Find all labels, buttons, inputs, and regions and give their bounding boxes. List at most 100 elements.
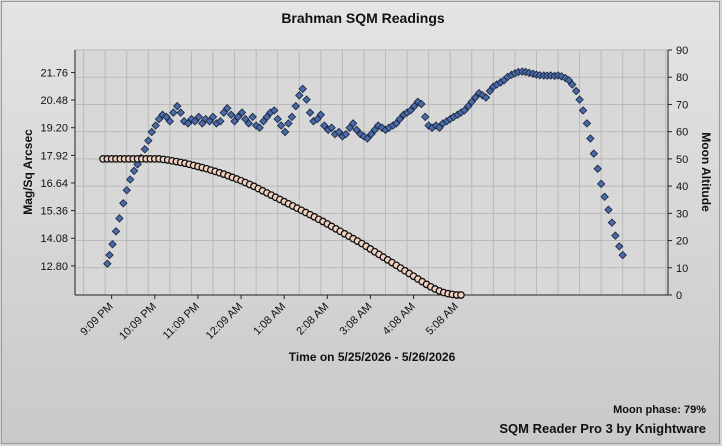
y2-tick-label: 0 [676, 290, 682, 302]
sqm-reading-point [125, 175, 135, 184]
y-tick-label: 19.20 [40, 123, 68, 135]
sqm-reading-point [586, 134, 595, 143]
sqm-reading-point [108, 240, 117, 249]
sqm-reading-point [237, 108, 247, 117]
y-tick-label: 16.64 [40, 178, 68, 190]
x-tick-label: 10:09 PM [117, 301, 159, 343]
sqm-reading-point [341, 129, 351, 139]
y2-tick-label: 20 [676, 236, 688, 248]
sqm-reading-point [320, 121, 329, 130]
sqm-reading-point [305, 108, 315, 117]
sqm-reading-point [255, 123, 264, 132]
y2-tick-label: 90 [676, 45, 688, 57]
sqm-reading-point [298, 84, 307, 94]
sqm-reading-point [460, 106, 469, 115]
sqm-reading-point [327, 123, 336, 132]
sqm-reading-point [119, 199, 128, 208]
sqm-reading-point [190, 116, 200, 126]
sqm-reading-point [593, 164, 602, 173]
x-tick-label: 3:08 AM [338, 301, 375, 338]
sqm-reading-point [140, 145, 150, 154]
sqm-reading-point [470, 93, 480, 102]
sqm-reading-point [291, 101, 301, 111]
sqm-reading-point [302, 95, 311, 104]
sqm-reading-point [481, 93, 491, 102]
sqm-reading-point [356, 129, 365, 139]
y-tick-label: 12.80 [40, 261, 68, 273]
sqm-reading-point [417, 99, 426, 109]
x-tick-label: 4:08 AM [381, 301, 418, 338]
sqm-reading-point [276, 121, 286, 130]
sqm-reading-point [596, 179, 606, 189]
sqm-reading-point [165, 116, 175, 126]
moon-phase-label: Moon phase: 79% [613, 404, 706, 416]
sqm-reading-point [208, 112, 218, 122]
sqm-reading-point [571, 86, 581, 96]
y-axis-title: Mag/Sq Arcsec [21, 129, 35, 215]
sqm-reading-point [578, 106, 588, 115]
sqm-reading-point [295, 91, 304, 100]
sqm-reading-point [316, 110, 326, 119]
sqm-reading-point [133, 160, 142, 169]
sqm-reading-point [568, 80, 577, 89]
sqm-reading-point [406, 106, 415, 115]
x-tick-label: 5:08 AM [424, 301, 461, 338]
sqm-reading-point [618, 250, 627, 260]
sqm-reading-point [348, 119, 358, 128]
sqm-reading-point [420, 112, 430, 122]
y2-tick-label: 50 [676, 154, 688, 166]
sqm-reading-point [600, 192, 609, 202]
sqm-reading-point [216, 116, 225, 126]
sqm-reading-point [284, 119, 293, 128]
x-tick-label: 11:09 PM [161, 301, 202, 342]
sqm-reading-point [589, 149, 599, 158]
sqm-reading-point [103, 259, 112, 268]
y2-tick-label: 30 [676, 208, 688, 220]
sqm-reading-point [233, 112, 243, 122]
sqm-reading-point [395, 114, 404, 124]
sqm-reading-point [122, 186, 131, 195]
sqm-reading-point [129, 166, 139, 176]
sqm-reading-point [615, 242, 624, 251]
y2-tick-label: 60 [676, 127, 688, 139]
sqm-reading-point [611, 231, 620, 240]
sqm-reading-point [373, 121, 383, 130]
series-layer [99, 67, 627, 299]
sqm-reading-point [607, 218, 617, 227]
y-tick-label: 20.48 [40, 95, 68, 107]
y-tick-label: 17.92 [40, 150, 68, 162]
y2-tick-label: 40 [676, 181, 688, 193]
sqm-reading-point [223, 104, 232, 113]
sqm-reading-point [187, 114, 196, 124]
sqm-reading-point [352, 125, 361, 135]
sqm-reading-point [575, 95, 584, 104]
chart-title: Brahman SQM Readings [281, 10, 445, 26]
sqm-reading-point [111, 227, 121, 236]
sqm-reading-point [273, 114, 282, 124]
sqm-reading-point [582, 119, 592, 128]
sqm-reading-point [226, 110, 236, 119]
sqm-reading-point [359, 132, 369, 141]
y-tick-label: 14.08 [40, 233, 68, 245]
y-tick-label: 21.76 [40, 67, 68, 79]
sqm-reading-point [248, 112, 257, 122]
sqm-reading-point [115, 214, 124, 223]
sqm-reading-point [176, 108, 185, 117]
sqm-reading-point [270, 106, 279, 115]
x-tick-label: 9:09 PM [78, 301, 115, 338]
sqm-reading-point [287, 112, 297, 122]
sqm-reading-point [172, 101, 182, 111]
x-tick-label: 12:09 AM [204, 301, 245, 342]
y2-axis-title: Moon Altitude [699, 132, 713, 212]
y2-tick-label: 80 [676, 72, 688, 84]
sqm-reading-point [561, 73, 570, 83]
y-tick-label: 15.36 [40, 206, 68, 218]
sqm-reading-point [144, 136, 153, 145]
x-tick-label: 2:08 AM [294, 301, 331, 338]
moon-altitude-point [457, 291, 465, 299]
sqm-reading-point [363, 134, 372, 143]
sqm-reading-point [147, 127, 157, 137]
sqm-reading-point [604, 205, 613, 214]
y2-tick-label: 10 [676, 263, 688, 275]
